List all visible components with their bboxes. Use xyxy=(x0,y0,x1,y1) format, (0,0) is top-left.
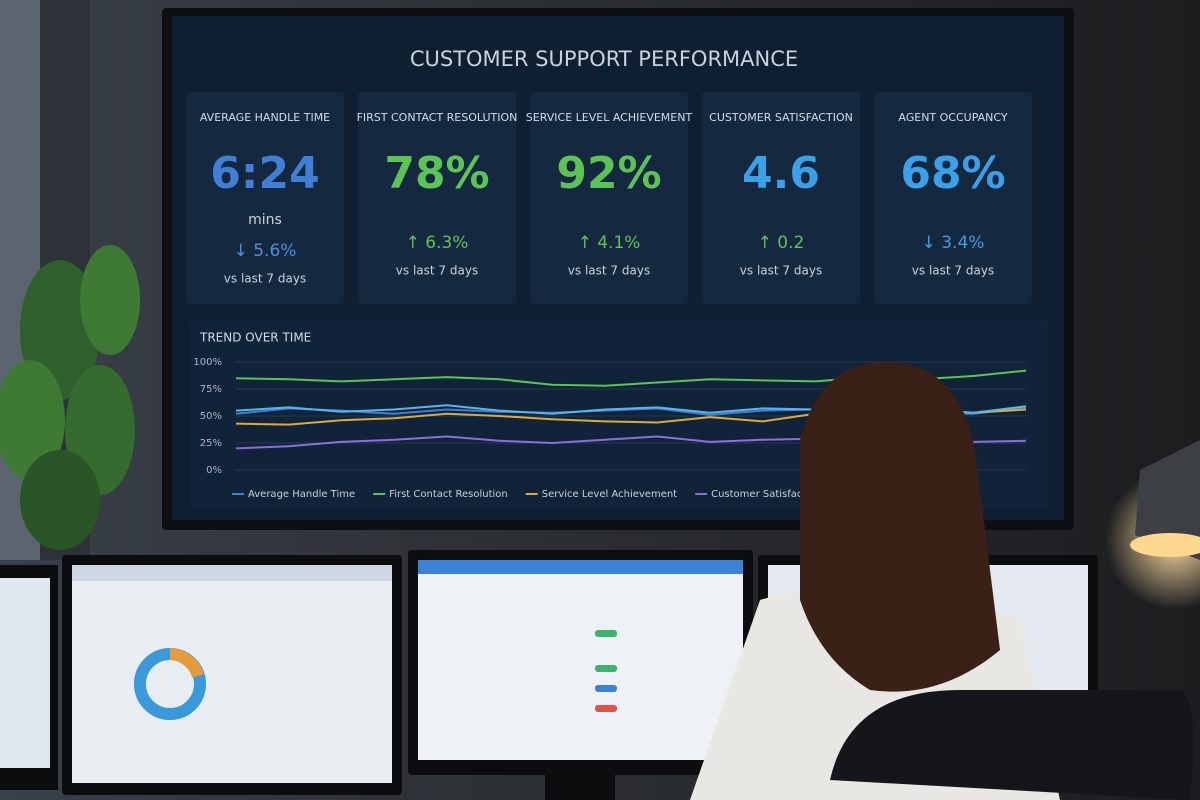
y-tick-label: 100% xyxy=(193,357,222,368)
y-tick-label: 75% xyxy=(200,384,222,395)
kpi-label: FIRST CONTACT RESOLUTION xyxy=(357,111,518,124)
kpi-comparison: vs last 7 days xyxy=(740,264,822,278)
legend-label: First Contact Resolution xyxy=(389,489,508,500)
dashboard-title: CUSTOMER SUPPORT PERFORMANCE xyxy=(410,47,798,71)
kpi-card xyxy=(186,92,344,304)
kpi-card xyxy=(530,92,688,304)
kpi-label: AVERAGE HANDLE TIME xyxy=(200,111,330,124)
kpi-change: ↓ 3.4% xyxy=(922,233,985,253)
kpi-unit: mins xyxy=(248,212,282,228)
kpi-value: 4.6 xyxy=(742,148,820,199)
chart-title: TREND OVER TIME xyxy=(199,331,311,345)
kpi-value: 6:24 xyxy=(210,148,319,199)
lamp xyxy=(1105,440,1200,610)
y-tick-label: 0% xyxy=(206,465,222,476)
legend-label: Average Handle Time xyxy=(248,489,355,500)
person xyxy=(690,361,1194,800)
kpi-comparison: vs last 7 days xyxy=(396,264,478,278)
kpi-label: AGENT OCCUPANCY xyxy=(898,111,1007,124)
kpi-card xyxy=(358,92,516,304)
kpi-card xyxy=(874,92,1032,304)
kpi-change: ↑ 6.3% xyxy=(406,233,469,253)
kpi-change: ↓ 5.6% xyxy=(234,241,297,261)
monitors xyxy=(0,550,1098,800)
kpi-card xyxy=(702,92,860,304)
kpi-label: SERVICE LEVEL ACHIEVEMENT xyxy=(526,111,693,124)
kpi-change: ↑ 0.2 xyxy=(758,233,805,253)
legend-label: Customer Satisfaction xyxy=(711,489,821,500)
plant xyxy=(0,245,140,550)
kpi-change: ↑ 4.1% xyxy=(578,233,641,253)
y-tick-label: 25% xyxy=(200,438,222,449)
y-tick-label: 50% xyxy=(200,411,222,422)
kpi-value: 68% xyxy=(900,148,1005,199)
kpi-label: CUSTOMER SATISFACTION xyxy=(709,111,853,124)
legend-label: Service Level Achievement xyxy=(542,489,677,500)
kpi-comparison: vs last 7 days xyxy=(224,272,306,286)
kpi-comparison: vs last 7 days xyxy=(912,264,994,278)
kpi-value: 92% xyxy=(556,148,661,199)
kpi-value: 78% xyxy=(384,148,489,199)
kpi-comparison: vs last 7 days xyxy=(568,264,650,278)
